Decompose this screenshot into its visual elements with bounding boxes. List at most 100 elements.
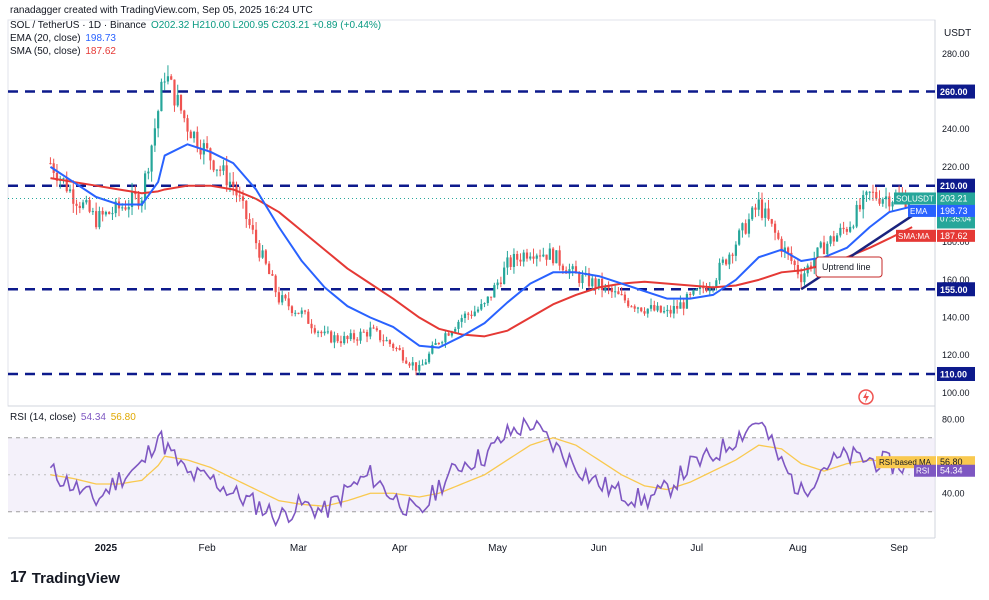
annotation-text: Uptrend line [822,262,871,272]
sma-legend-value: 187.62 [85,46,116,57]
created-by-text: ranadagger created with TradingView.com,… [10,5,313,16]
candle-body [473,311,476,316]
candle-body [764,208,767,218]
candle-body [858,204,862,210]
candle-body [633,306,636,309]
candle-body [600,278,604,291]
ema-legend-label: EMA (20, close) [10,33,81,44]
ema-legend[interactable]: EMA (20, close) 198.73 [10,33,116,44]
candle-body [176,94,179,106]
candle-body [303,310,307,312]
candle-body [548,248,551,260]
candle-body [463,313,467,319]
candle-body [111,213,114,215]
candle-body [646,308,649,314]
level-price-tag [937,282,975,297]
candle-body [552,248,555,264]
candle-body [91,211,94,213]
rsi-legend-label: RSI (14, close) [10,412,77,423]
candle-body [336,335,339,342]
candle-body [503,267,506,284]
candle-body [281,295,284,303]
candle-body [284,295,287,299]
candle-body [441,342,444,344]
candle-body [62,178,65,180]
candle-body [157,111,160,129]
candle-body [506,257,509,268]
candle-body [754,207,757,210]
candle-body [783,247,786,252]
candle-body [437,342,440,344]
price-tick-label: 140.00 [942,313,970,323]
candle-body [170,76,173,80]
candle-body [232,181,235,187]
candle-body [826,243,829,255]
time-tick-label: Mar [290,543,308,554]
candle-body [277,292,281,303]
candle-body [581,274,584,284]
ema-value-label: 198.73 [940,206,968,216]
candle-body [379,330,382,341]
level-price-label: 260.00 [940,87,968,97]
ema-value-tag [937,204,975,217]
candle-body [692,290,695,295]
candle-body [685,294,689,309]
candle-body [108,211,111,215]
candle-body [258,243,261,258]
candle-body [800,274,803,283]
candle-body [290,306,294,313]
candle-body [238,195,241,197]
candle-body [300,310,303,314]
sma-legend[interactable]: SMA (50, close) 187.62 [10,46,116,57]
candle-body [862,195,865,210]
candle-body [780,238,783,252]
candle-body [614,291,617,293]
candle-body [731,254,734,256]
symbol-label[interactable]: SOL / TetherUS · 1D · Binance [10,20,147,31]
annotation-box [815,256,883,278]
candle-body [294,312,297,314]
rsi-value-label: 54.34 [940,466,963,476]
rsi-legend-value: 54.34 [80,412,106,423]
candle-body [392,344,395,348]
candle-body [427,353,431,363]
candle-body [372,327,375,329]
candle-body [868,191,871,193]
candle-body [418,365,421,371]
candle-body [574,266,578,274]
candle-body [512,253,516,267]
candle-body [822,242,826,255]
candle-body [346,336,349,340]
candle-body [444,333,447,343]
candle-body [160,81,163,112]
candle-body [186,118,189,132]
candle-body [888,196,891,207]
price-tick-label: 160.00 [942,275,970,285]
candle-body [287,298,290,307]
candle-body [578,273,581,284]
ema-legend-value: 198.73 [85,33,116,44]
candle-body [401,350,405,361]
candle-body [323,331,326,334]
rsi-legend[interactable]: RSI (14, close) 54.34 56.80 [10,412,136,423]
candle-body [809,265,813,269]
sma-value-tag [937,229,975,242]
candle-body [542,254,545,257]
candle-body [653,305,656,311]
candle-body [147,171,150,174]
candle-body [121,207,124,209]
candle-body [878,198,881,204]
candle-body [881,199,884,204]
candle-body [127,206,130,210]
candle-body [519,259,522,262]
sma-line [50,177,913,338]
ema-name-tag [908,204,936,217]
candle-body [738,230,741,245]
candle-body [499,282,502,284]
candle-body [98,211,101,228]
candle-body [744,223,747,234]
candle-body [356,339,359,341]
candle-body [179,94,183,111]
candle-body [75,203,78,206]
